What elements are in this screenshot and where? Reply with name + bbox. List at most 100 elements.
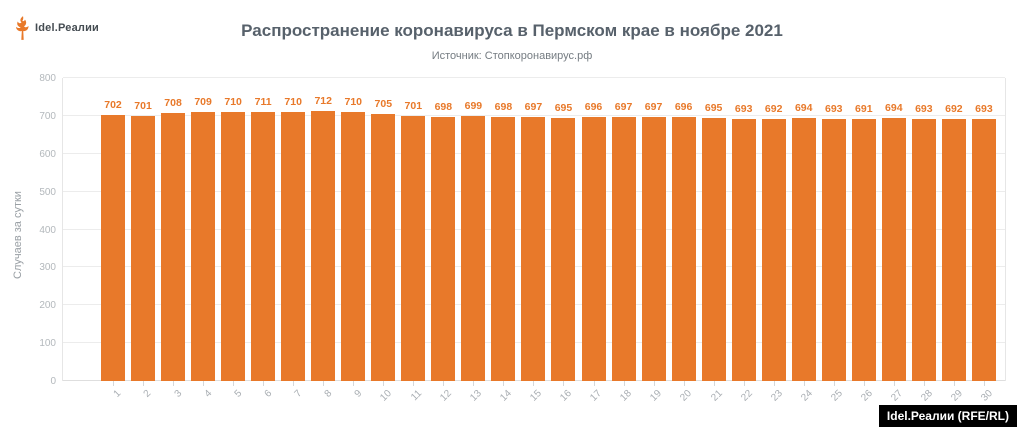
logo-text: Idel.Реалии — [35, 22, 100, 34]
bar[interactable] — [191, 112, 216, 381]
bar[interactable] — [311, 111, 336, 381]
x-tick-label: 11 — [408, 388, 425, 404]
bar[interactable] — [821, 118, 846, 381]
x-tick-label: 17 — [588, 388, 605, 404]
bar-group: 701 11 — [401, 78, 426, 403]
x-axis-tick — [683, 381, 685, 386]
x-axis-tick — [983, 381, 985, 386]
gridline — [63, 114, 1005, 116]
x-tick-label: 16 — [558, 388, 575, 404]
bar-value-label: 708 — [164, 96, 182, 109]
x-tick-label: 27 — [888, 388, 905, 404]
x-tick-label: 23 — [768, 388, 785, 404]
bar-value-label: 712 — [314, 95, 332, 108]
bar[interactable] — [521, 117, 546, 381]
bar-value-label: 709 — [194, 96, 212, 109]
x-axis-tick — [563, 381, 565, 386]
x-tick-label: 4 — [202, 388, 214, 400]
x-axis-tick — [323, 381, 325, 386]
bar-group: 692 29 — [941, 78, 966, 404]
x-axis-tick — [623, 381, 625, 386]
x-tick-label: 9 — [352, 388, 365, 400]
y-tick-label: 800 — [39, 73, 56, 84]
chart-source: Источник: Стопкоронавирус.рф — [431, 50, 593, 62]
bar[interactable] — [851, 119, 876, 381]
bar[interactable] — [671, 117, 696, 381]
bar[interactable] — [401, 115, 426, 381]
x-axis-tick — [173, 381, 175, 386]
bar-group: 697 18 — [611, 78, 636, 404]
bar[interactable] — [941, 118, 966, 381]
bar[interactable] — [611, 117, 636, 381]
bar-value-label: 698 — [494, 100, 513, 113]
bar-value-label: 711 — [254, 95, 272, 108]
x-tick-label: 7 — [292, 388, 304, 400]
bar[interactable] — [881, 118, 906, 381]
bar[interactable] — [251, 111, 276, 381]
bar[interactable] — [161, 112, 186, 381]
bar-group: 693 30 — [971, 78, 996, 404]
x-tick-label: 19 — [648, 388, 665, 404]
bar-value-label: 698 — [434, 100, 453, 113]
y-axis-ticks: 0 100 200 300 400 500 600 700 800 — [0, 73, 56, 387]
x-axis-tick — [263, 381, 265, 386]
y-tick-label: 700 — [39, 110, 56, 122]
bar-value-label: 710 — [224, 96, 242, 109]
bar[interactable] — [131, 115, 156, 381]
x-axis-tick — [233, 381, 235, 386]
x-axis-tick — [413, 381, 415, 386]
torch-icon — [14, 16, 31, 40]
bar-value-label: 701 — [404, 99, 423, 112]
bar[interactable] — [911, 118, 936, 381]
bar-group: 692 23 — [761, 78, 786, 404]
bar-group: 701 2 — [131, 78, 156, 400]
bar[interactable] — [101, 115, 125, 381]
x-axis-tick — [473, 381, 475, 386]
x-tick-label: 2 — [142, 388, 154, 400]
bar-value-label: 710 — [284, 96, 302, 109]
bar[interactable] — [371, 113, 396, 381]
bar-value-label: 696 — [584, 101, 603, 114]
bar-group: 699 13 — [461, 78, 486, 404]
bar-group: 709 4 — [191, 78, 216, 400]
x-tick-label: 15 — [528, 388, 545, 404]
bar[interactable] — [341, 112, 366, 381]
x-axis-tick — [293, 381, 295, 386]
x-tick-label: 28 — [918, 388, 935, 404]
bar[interactable] — [581, 117, 606, 381]
chart-title: Распространение коронавируса в Пермском … — [241, 21, 783, 40]
bar-group: 702 1 — [101, 78, 125, 400]
bar[interactable] — [971, 118, 996, 381]
bar[interactable] — [281, 112, 306, 381]
bar-value-label: 697 — [614, 101, 633, 114]
bar-group: 691 26 — [851, 78, 876, 404]
bar[interactable] — [491, 116, 516, 381]
bar[interactable] — [551, 117, 576, 381]
x-tick-label: 20 — [678, 388, 695, 404]
bar-group: 697 19 — [641, 78, 666, 404]
bar-value-label: 696 — [674, 101, 693, 114]
bar-value-label: 693 — [734, 102, 753, 115]
x-axis-tick — [833, 381, 835, 386]
bar-value-label: 693 — [915, 102, 933, 115]
bar[interactable] — [221, 112, 246, 381]
bar-group: 693 28 — [911, 78, 936, 404]
bar-group: 694 24 — [791, 78, 816, 404]
x-axis-tick — [713, 381, 715, 386]
bar[interactable] — [461, 116, 486, 381]
bar-group: 711 6 — [251, 78, 276, 400]
bar[interactable] — [431, 116, 456, 381]
bar[interactable] — [761, 118, 786, 381]
x-axis-tick — [953, 381, 955, 386]
x-axis-tick — [113, 381, 114, 386]
bar[interactable] — [701, 117, 726, 381]
bar-group: 695 16 — [551, 78, 576, 404]
bar-value-label: 692 — [764, 102, 783, 115]
bar[interactable] — [641, 117, 666, 381]
bar[interactable] — [731, 118, 756, 381]
x-tick-label: 1 — [112, 388, 124, 400]
attribution-badge: Idel.Реалии (RFE/RL) — [878, 405, 1017, 427]
x-tick-label: 10 — [378, 388, 395, 404]
x-axis-tick — [863, 381, 865, 386]
bar[interactable] — [791, 118, 816, 381]
